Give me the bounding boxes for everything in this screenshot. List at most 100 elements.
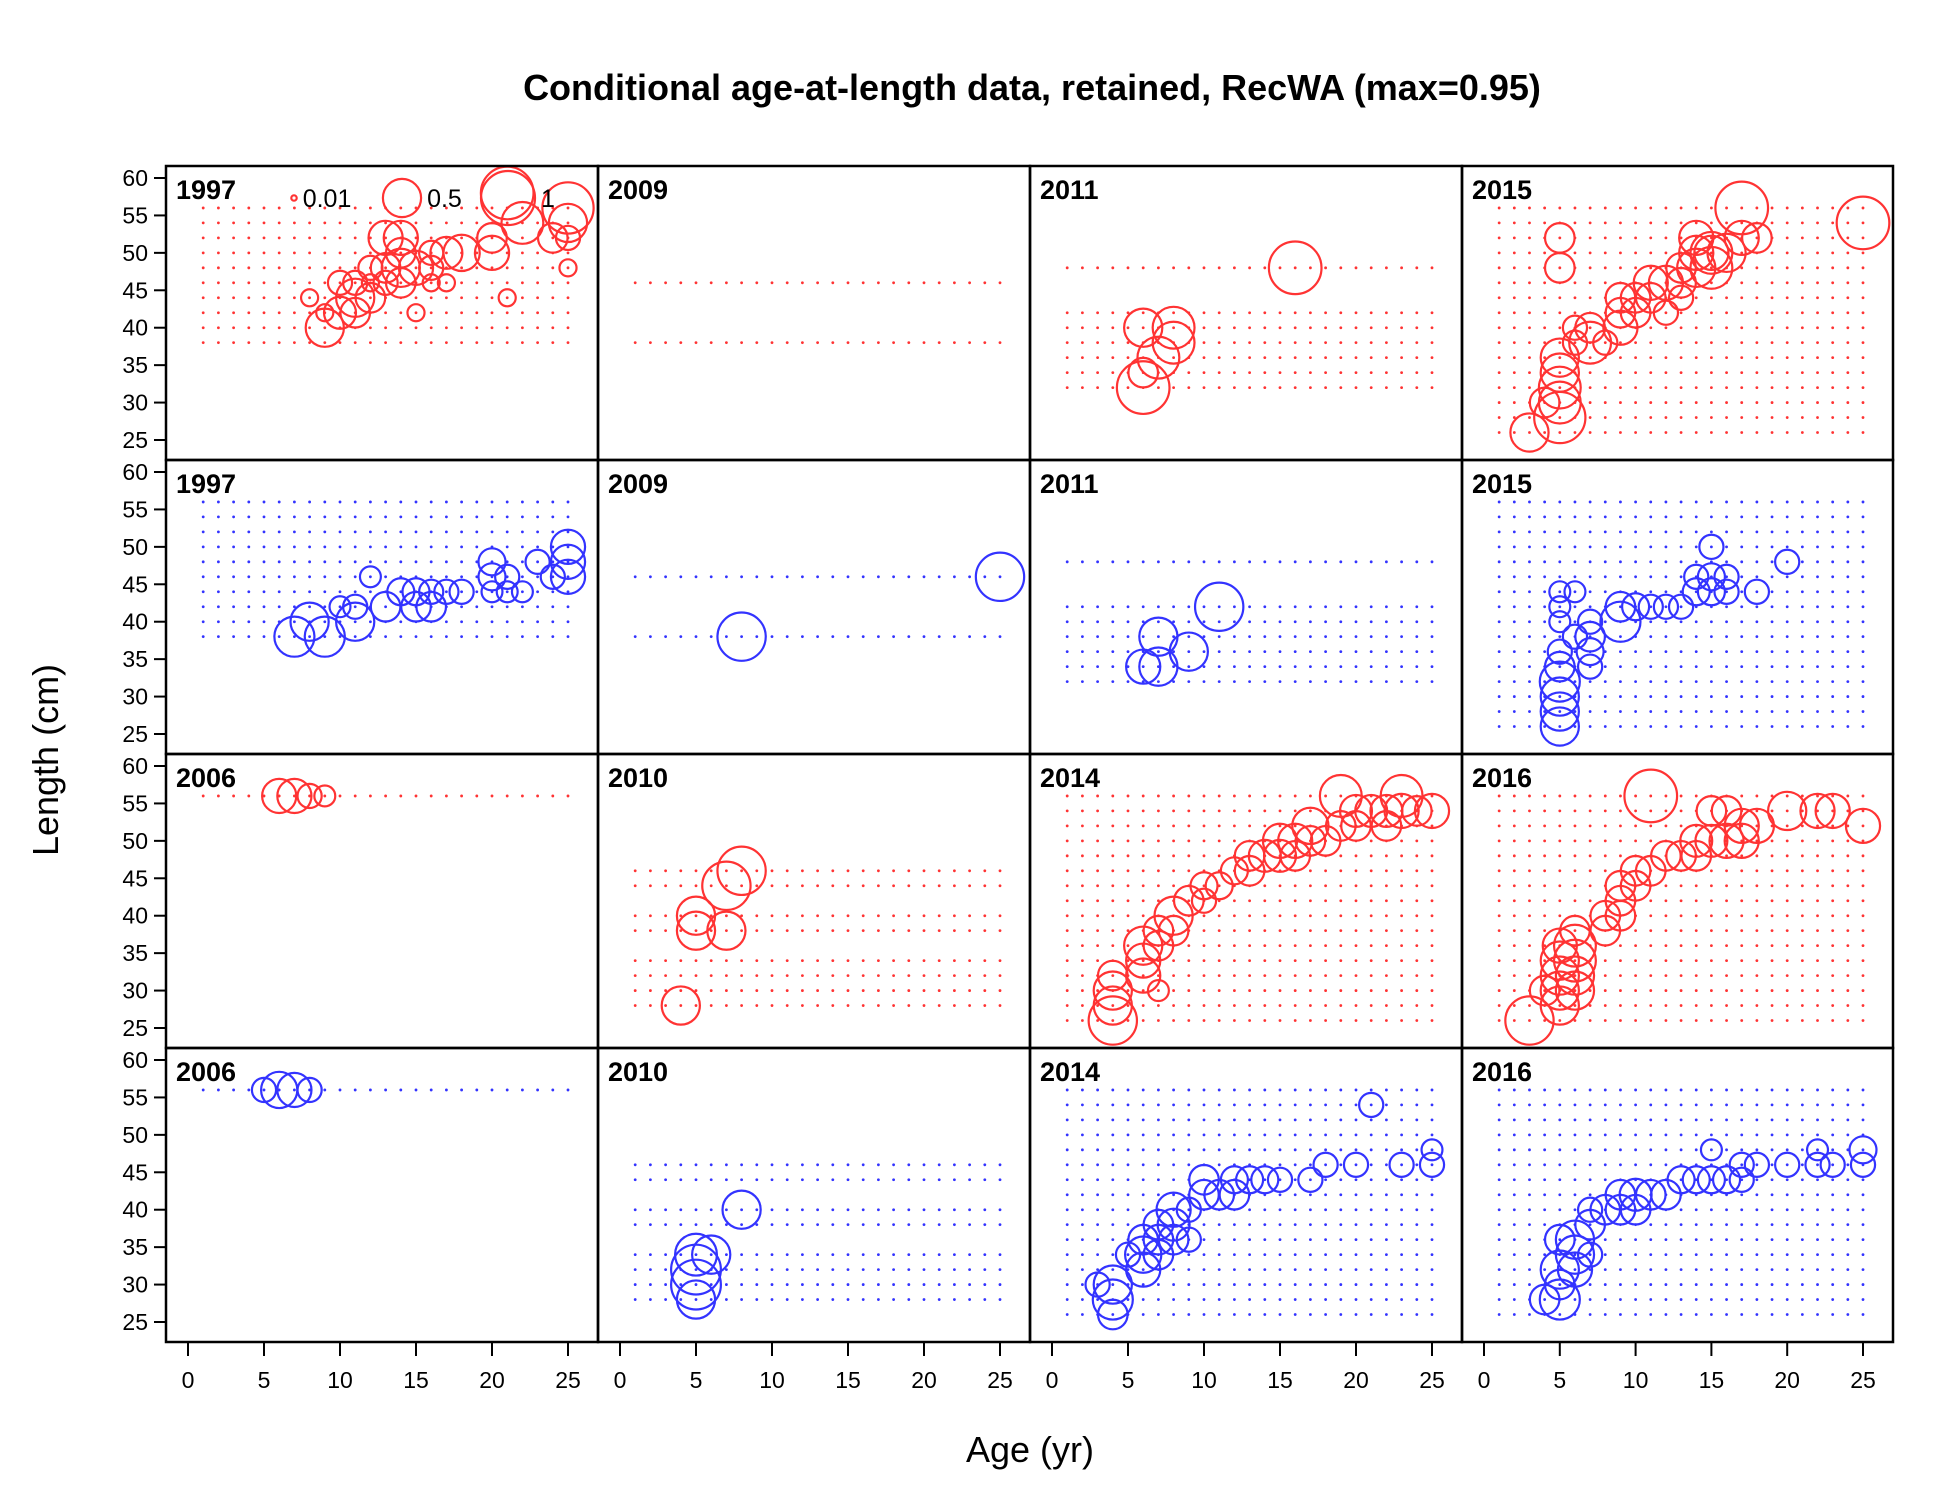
grid-point (521, 341, 524, 345)
grid-point (1415, 989, 1419, 992)
grid-point (475, 296, 479, 300)
data-bubble (1142, 1208, 1175, 1241)
grid-point (1187, 1253, 1191, 1257)
grid-point (1664, 1118, 1668, 1122)
grid-point (536, 296, 539, 300)
grid-point (1324, 1298, 1327, 1301)
grid-point (1157, 839, 1160, 843)
grid-point (907, 974, 911, 977)
grid-point (1126, 959, 1130, 963)
grid-point (1202, 974, 1206, 977)
grid-point (566, 221, 570, 225)
grid-point (1187, 989, 1191, 992)
grid-point (1263, 266, 1267, 270)
grid-point (217, 515, 220, 519)
x-tick-label: 10 (1623, 1367, 1649, 1393)
grid-point (801, 1253, 804, 1257)
grid-point (1785, 1004, 1789, 1007)
grid-point (1558, 695, 1562, 698)
grid-point (1543, 1148, 1547, 1152)
grid-point (892, 989, 895, 992)
grid-point (1233, 1223, 1236, 1227)
grid-point (1800, 839, 1804, 843)
grid-point (1278, 1088, 1282, 1092)
grid-point (1293, 1253, 1297, 1257)
grid-point (217, 560, 220, 564)
grid-point (1846, 575, 1850, 579)
grid-point (953, 989, 956, 992)
grid-point (1512, 1133, 1516, 1137)
grid-point (1770, 326, 1774, 330)
grid-point (1324, 1253, 1327, 1257)
grid-point (1415, 1103, 1419, 1107)
data-bubble (701, 860, 752, 912)
grid-point (1679, 1088, 1683, 1092)
grid-point (1293, 794, 1297, 798)
grid-point (1497, 1178, 1501, 1182)
grid-point (1800, 854, 1804, 858)
grid-point (1430, 1019, 1434, 1022)
grid-point (338, 635, 342, 639)
grid-point (399, 515, 403, 519)
grid-point (293, 341, 296, 345)
grid-point (536, 1088, 539, 1092)
grid-point (1497, 1019, 1501, 1022)
grid-point (1430, 1283, 1434, 1286)
grid-point (1339, 1163, 1343, 1167)
grid-point (1710, 296, 1713, 300)
x-tick-label: 15 (403, 1367, 429, 1393)
grid-point (414, 545, 418, 549)
grid-point (1770, 914, 1774, 918)
grid-point (414, 560, 418, 564)
grid-point (1785, 1283, 1789, 1286)
grid-point (293, 545, 296, 549)
grid-point (1543, 545, 1547, 549)
grid-point (1354, 974, 1358, 977)
grid-point (1512, 296, 1516, 300)
grid-point (353, 620, 357, 624)
grid-point (1202, 356, 1206, 360)
grid-point (1385, 1298, 1388, 1301)
grid-point (1649, 560, 1653, 564)
grid-point (1217, 1148, 1221, 1152)
grid-point (1081, 620, 1084, 624)
grid-point (353, 1088, 357, 1092)
grid-point (1558, 899, 1562, 903)
grid-point (308, 560, 311, 564)
grid-point (429, 341, 433, 345)
grid-point (1831, 1208, 1835, 1212)
grid-point (1528, 251, 1531, 255)
grid-point (1141, 680, 1145, 683)
grid-point (1861, 650, 1865, 654)
grid-point (1846, 515, 1850, 519)
grid-point (1846, 1019, 1850, 1022)
grid-point (460, 500, 463, 504)
grid-point (1111, 341, 1115, 345)
grid-point (1770, 1253, 1774, 1257)
grid-point (1293, 1148, 1297, 1152)
grid-point (1664, 1283, 1668, 1286)
grid-point (1400, 974, 1403, 977)
grid-point (1846, 341, 1850, 345)
grid-point (1430, 869, 1434, 873)
grid-point (1573, 251, 1577, 255)
grid-point (1770, 1238, 1774, 1242)
y-tick-label: 35 (122, 940, 148, 966)
grid-point (633, 341, 637, 345)
grid-point (861, 1283, 865, 1286)
grid-point (1603, 794, 1607, 798)
grid-point (1664, 341, 1668, 345)
data-bubble (1681, 1165, 1711, 1195)
grid-point (1065, 1283, 1069, 1286)
grid-point (1770, 356, 1774, 360)
grid-point (907, 1253, 911, 1257)
grid-point (1172, 620, 1175, 624)
grid-point (369, 530, 372, 534)
grid-point (922, 1268, 926, 1271)
grid-point (968, 1268, 971, 1271)
grid-point (1603, 989, 1607, 992)
grid-point (1785, 590, 1789, 594)
grid-point (1187, 1283, 1191, 1286)
grid-point (1649, 635, 1653, 639)
grid-point (1816, 326, 1819, 330)
